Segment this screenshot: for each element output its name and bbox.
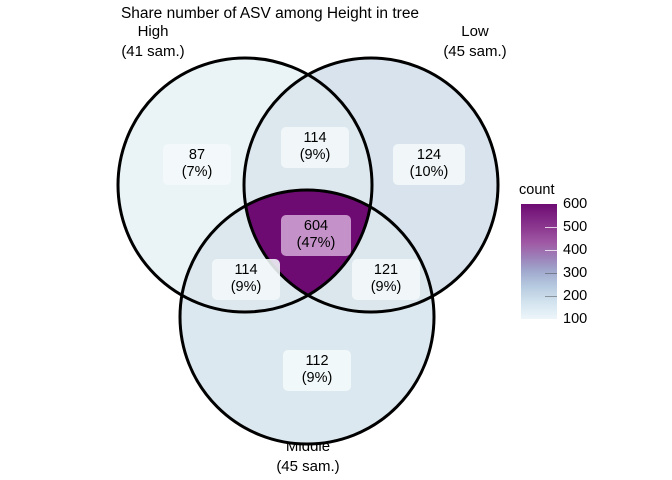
region-label-low: 124 (10%) (393, 144, 465, 185)
legend-tick-mark-400 (545, 250, 557, 251)
region-label-high-low: 114 (9%) (281, 127, 349, 168)
legend-colorbar (521, 204, 557, 319)
venn-canvas (116, 56, 500, 446)
region-count-high-low-middle: 604 (303, 218, 329, 234)
region-percent-high-low: (9%) (299, 147, 331, 163)
legend-tick-200: 200 (563, 288, 588, 304)
legend-title: count (519, 182, 555, 198)
set-name-low: Low (461, 23, 489, 40)
legend-tick-100: 100 (563, 311, 588, 327)
region-percent-low-middle: (9%) (370, 279, 402, 295)
venn-outline-high (116, 56, 374, 314)
set-samples-high: (41 sam.) (121, 43, 185, 60)
venn-region-low-middle (244, 190, 434, 312)
region-count-high: 87 (188, 147, 206, 163)
region-count-low-middle: 121 (373, 262, 399, 278)
legend-tick-500: 500 (563, 219, 588, 235)
set-samples-low: (45 sam.) (443, 43, 507, 60)
set-samples-middle: (45 sam.) (276, 458, 340, 475)
legend-tick-300: 300 (563, 265, 588, 281)
region-label-high: 87 (7%) (163, 144, 231, 185)
region-count-low: 124 (416, 147, 442, 163)
legend-tick-mark-200 (545, 296, 557, 297)
region-count-middle: 112 (305, 353, 329, 369)
legend-tick-mark-500 (545, 227, 557, 228)
set-name-high: High (137, 23, 169, 40)
region-percent-high-middle: (9%) (230, 279, 262, 295)
venn-outline-low (242, 56, 500, 314)
legend-tick-mark-300 (545, 273, 557, 274)
set-label-low: Low (45 sam.) (400, 22, 550, 62)
chart-title: Share number of ASV among Height in tree (120, 5, 420, 22)
region-count-high-low: 114 (303, 130, 327, 146)
legend-tick-400: 400 (563, 242, 588, 258)
set-label-high: High (41 sam.) (78, 22, 228, 62)
region-label-high-middle: 114 (9%) (212, 259, 280, 300)
region-count-high-middle: 114 (234, 262, 258, 278)
region-label-low-middle: 121 (9%) (352, 259, 420, 300)
legend-tick-600: 600 (563, 196, 588, 212)
region-label-high-low-middle: 604 (47%) (281, 215, 351, 256)
legend: count 600 500 400 300 200 100 (519, 182, 649, 332)
region-percent-low: (10%) (409, 164, 449, 180)
region-percent-high-low-middle: (47%) (296, 235, 336, 251)
venn-outline-middle (178, 188, 436, 446)
region-percent-middle: (9%) (301, 370, 333, 386)
region-percent-high: (7%) (181, 164, 213, 180)
region-label-middle: 112 (9%) (283, 350, 351, 391)
